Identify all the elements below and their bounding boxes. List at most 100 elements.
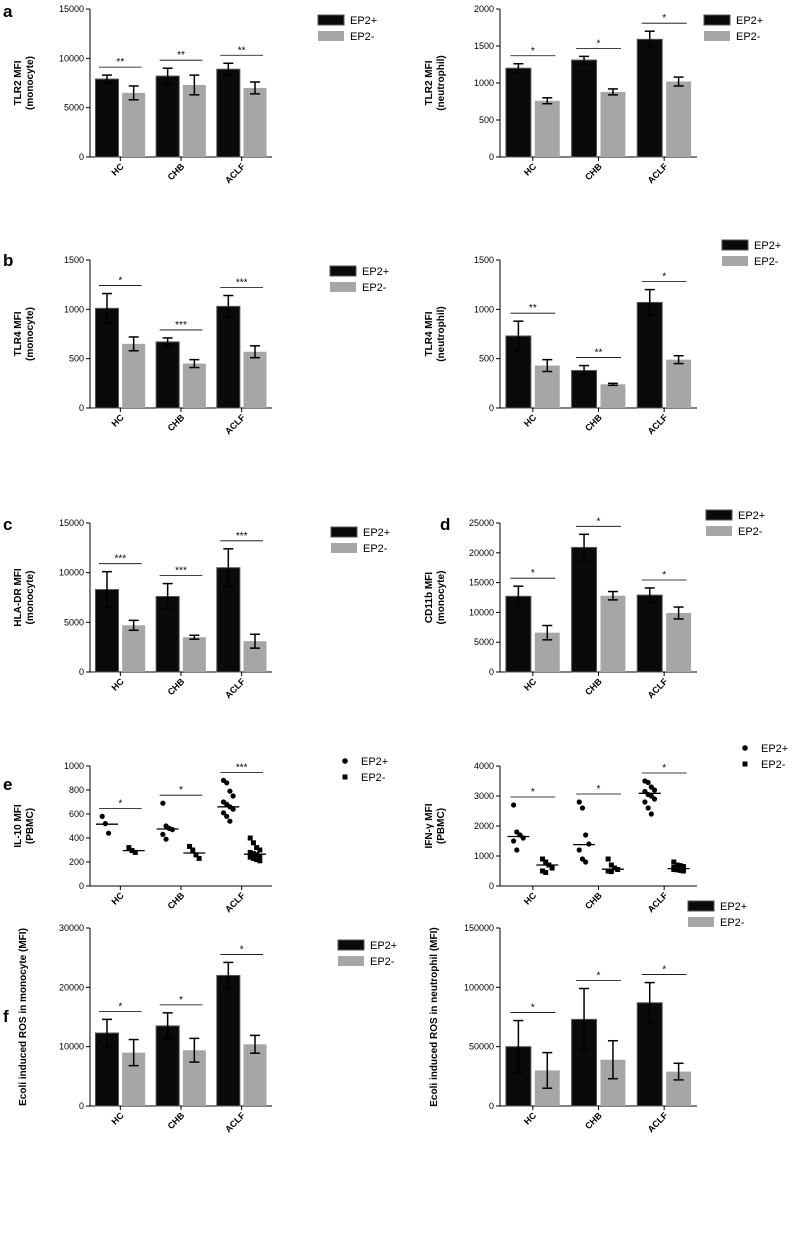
point-ep2plus-aclf [645, 805, 651, 811]
y-axis-title-line: CD11b MFI [424, 572, 435, 623]
point-ep2minus-chb [605, 868, 611, 874]
y-tick-label: 10000 [469, 607, 494, 617]
bar-ep2minus-aclf [243, 1044, 267, 1106]
bar-ep2minus-hc [122, 625, 146, 672]
point-ep2plus-aclf [224, 813, 230, 820]
y-tick-label: 1500 [474, 255, 494, 265]
point-ep2plus-aclf [224, 780, 230, 786]
x-tick-label-chb: CHB [166, 676, 187, 697]
significance-label: * [531, 1003, 535, 1014]
legend-label-ep2plus: EP2+ [736, 15, 763, 27]
point-ep2minus-hc [132, 849, 138, 855]
y-tick-label: 15000 [469, 578, 494, 588]
bar-ep2plus-chb [155, 341, 180, 409]
bar-ep2plus-hc [94, 78, 120, 158]
y-tick-label: 500 [479, 354, 494, 364]
significance-label: * [531, 568, 535, 579]
point-ep2plus-hc [510, 838, 517, 844]
y-tick-label: 500 [479, 115, 494, 125]
point-ep2plus-aclf [642, 799, 648, 805]
significance-label: *** [236, 531, 248, 542]
y-axis-title: TLR4 MFI(monocyte) [13, 307, 36, 361]
bar-ep2minus-chb [182, 637, 206, 672]
y-axis-title: TLR4 MFI(neutrophil) [424, 306, 447, 362]
legend-label-ep2plus: EP2+ [350, 15, 377, 27]
y-tick-label: 500 [69, 354, 84, 364]
legend-swatch-ep2minus [331, 543, 357, 553]
point-ep2minus-aclf [254, 845, 260, 851]
x-tick-label-aclf: ACLF [646, 161, 670, 185]
point-ep2plus-chb [583, 832, 589, 838]
significance-label: ** [529, 303, 537, 314]
legend-label-ep2minus: EP2- [362, 282, 387, 294]
y-tick-label: 5000 [64, 617, 84, 627]
y-tick-label: 0 [489, 1101, 494, 1111]
x-tick-label-chb: CHB [583, 890, 604, 911]
y-axis-title-line: (monocyte) [436, 571, 447, 625]
legend-swatch-ep2plus [705, 509, 733, 521]
point-ep2minus-aclf [250, 855, 256, 861]
point-ep2plus-aclf [645, 779, 651, 786]
point-ep2plus-hc [514, 847, 520, 853]
y-axis-title: IL-10 MFI(PBMC) [13, 804, 36, 848]
legend-label-ep2minus: EP2- [736, 31, 761, 43]
significance-label: * [531, 787, 535, 798]
point-ep2plus-chb [583, 859, 589, 865]
point-ep2minus-aclf [247, 849, 253, 855]
y-tick-label: 0 [79, 667, 84, 677]
legend-swatch-ep2plus [703, 14, 731, 26]
point-ep2plus-aclf [651, 787, 658, 793]
bar-ep2minus-aclf [666, 359, 692, 408]
point-ep2minus-aclf [247, 835, 253, 841]
y-axis-title-line: (monocyte) [25, 56, 36, 110]
y-axis-title: Ecoli induced ROS in neutrophil (MFI) [429, 927, 440, 1106]
x-tick-label-chb: CHB [166, 412, 187, 433]
y-tick-label: 1000 [474, 851, 494, 861]
y-axis-title-line: TLR2 MFI [13, 60, 24, 105]
significance-label: * [240, 944, 244, 955]
bar-ep2minus-chb [182, 1050, 206, 1106]
x-tick-label-chb: CHB [166, 890, 187, 911]
significance-label: ** [595, 348, 603, 359]
significance-label: *** [236, 762, 248, 773]
x-tick-label-hc: HC [109, 676, 126, 693]
x-tick-label-aclf: ACLF [646, 412, 670, 436]
point-ep2minus-aclf [247, 854, 253, 860]
x-tick-label-hc: HC [522, 676, 539, 693]
legend-swatch-ep2minus [742, 761, 748, 767]
chart-f-right: 0 50000 100000 150000 Ecoli induced ROS in n… [429, 900, 747, 1134]
legend-swatch-ep2plus [330, 526, 358, 538]
legend-label-ep2plus: EP2+ [738, 510, 765, 522]
x-tick-label-hc: HC [109, 161, 126, 178]
bar-ep2plus-chb [571, 546, 598, 673]
bar-ep2plus-hc [505, 595, 532, 673]
bar-ep2minus-aclf [243, 351, 267, 408]
significance-label: *** [114, 554, 126, 565]
point-ep2minus-chb [612, 865, 618, 871]
y-axis-title: TLR2 MFI(neutrophil) [424, 55, 447, 111]
x-tick-label-hc: HC [522, 1110, 539, 1127]
significance-label: * [662, 763, 666, 774]
significance-label: * [662, 13, 666, 24]
legend-label-ep2minus: EP2- [720, 917, 745, 929]
y-tick-label: 10000 [59, 1042, 84, 1052]
point-ep2plus-hc [105, 830, 112, 836]
significance-label: * [179, 995, 183, 1006]
x-tick-label-hc: HC [109, 1110, 126, 1127]
chart-d: 0 5000 10000 15000 20000 25000 CD11b MFI(monoc… [424, 509, 765, 700]
y-tick-label: 0 [489, 403, 494, 413]
point-ep2plus-aclf [220, 810, 227, 816]
significance-label: * [118, 1001, 122, 1012]
y-tick-label: 5000 [64, 103, 84, 113]
panel-letter-f: f [3, 1007, 9, 1026]
point-ep2minus-aclf [257, 847, 263, 853]
bar-ep2plus-aclf [216, 68, 241, 158]
significance-label: *** [175, 566, 187, 577]
legend-label-ep2plus: EP2+ [361, 756, 388, 768]
x-tick-label-aclf: ACLF [223, 1110, 247, 1134]
x-tick-label-chb: CHB [166, 161, 187, 182]
y-tick-label: 0 [79, 152, 84, 162]
y-tick-label: 2000 [474, 4, 494, 14]
x-tick-label-hc: HC [522, 412, 539, 429]
y-axis-title-line: HLA-DR MFI [13, 568, 24, 627]
